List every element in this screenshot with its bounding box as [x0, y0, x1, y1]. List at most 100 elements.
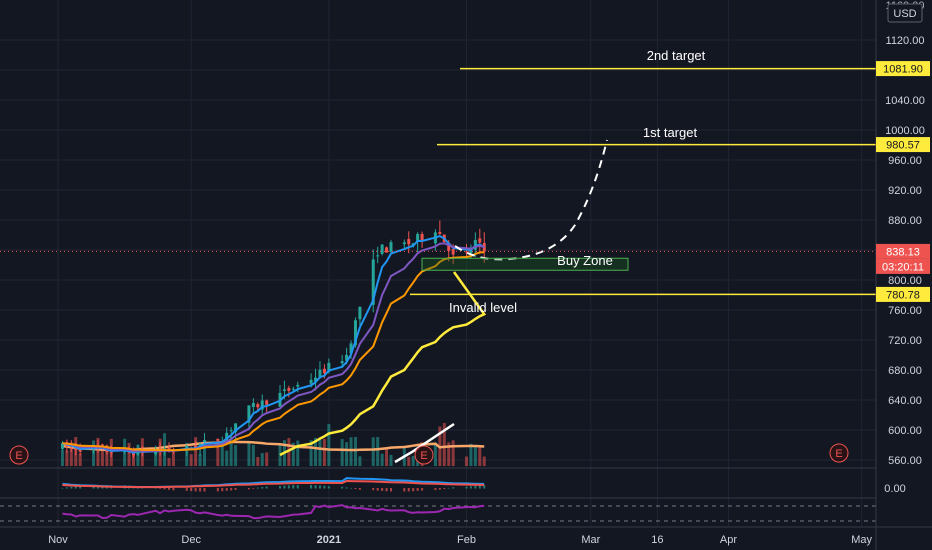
volume-bar-37: [287, 438, 291, 466]
histogram-bar-23: [199, 488, 202, 492]
volume-bar-0: [60, 450, 64, 466]
volume-bar-41: [314, 437, 318, 466]
histogram-bar-53: [385, 488, 388, 492]
candle-body-39: [296, 384, 300, 387]
candle-body-42: [318, 369, 322, 377]
volume-bar-62: [442, 423, 446, 466]
y-tick-label-12: 1040.00: [885, 95, 925, 107]
histogram-bar-42: [318, 485, 321, 489]
volume-bar-24: [203, 444, 207, 466]
candle-body-59: [420, 233, 424, 241]
volume-bar-69: [482, 456, 486, 466]
x-tick-label-1: Dec: [181, 534, 201, 546]
histogram-bar-48: [354, 488, 357, 490]
histogram-bar-62: [443, 488, 446, 489]
earnings-event-label-1: E: [420, 450, 427, 462]
candle-body-65: [464, 251, 468, 253]
volume-bar-45: [340, 439, 344, 466]
y-tick-label-8: 880.00: [888, 215, 922, 227]
volume-bar-8: [105, 446, 109, 466]
candle-body-66: [469, 250, 473, 254]
volume-bar-38: [291, 442, 295, 466]
candle-body-20: [185, 445, 189, 450]
x-tick-label-4: Mar: [581, 534, 600, 546]
histogram-bar-33: [261, 487, 264, 489]
earnings-event-marker-0[interactable]: [9, 445, 29, 465]
volume-bar-22: [194, 437, 198, 466]
candle-body-31: [251, 402, 255, 408]
histogram-bar-41: [314, 485, 317, 489]
chart-grid: [0, 0, 876, 527]
level-label-0: 2nd target: [647, 48, 706, 63]
volume-bar-4: [78, 453, 82, 466]
histogram-bar-36: [283, 485, 286, 489]
histogram-bar-24: [203, 488, 206, 492]
histogram-bar-57: [412, 488, 415, 492]
candle-body-32: [256, 404, 260, 408]
volume-bar-39: [296, 440, 300, 466]
y-tick-label-6: 800.00: [888, 275, 922, 287]
candle-body-67: [473, 239, 477, 250]
candle-body-55: [402, 242, 406, 245]
y-tick-label-4: 720.00: [888, 335, 922, 347]
countdown-tag-bg: [876, 258, 930, 274]
histogram-bar-25: [216, 488, 219, 492]
volume-bar-21: [189, 454, 193, 466]
volume-bar-2: [69, 442, 73, 466]
candle-body-47: [349, 343, 353, 354]
histogram-bar-29: [234, 488, 237, 490]
price-tag-text-1: 980.57: [886, 140, 920, 152]
candle-body-64: [451, 249, 455, 255]
rsi-line: [62, 504, 485, 520]
volume-bar-31: [251, 444, 255, 466]
candle-body-24: [203, 440, 207, 442]
volume-bar-57: [411, 455, 415, 466]
volume-bar-27: [225, 450, 229, 466]
candle-body-45: [340, 361, 344, 364]
candle-body-56: [407, 238, 411, 245]
volume-bar-18: [167, 457, 171, 466]
candle-body-54: [389, 242, 393, 252]
histogram-bar-65: [465, 486, 468, 489]
histogram-bar-16: [159, 488, 162, 489]
histogram-bar-55: [403, 488, 406, 492]
earnings-event-marker-1[interactable]: [414, 445, 434, 465]
histogram-bar-43: [323, 485, 326, 489]
currency-selector[interactable]: USD: [887, 3, 923, 23]
histogram-bar-30: [247, 488, 250, 490]
ma-mid-line: [62, 242, 485, 453]
level-label-1: 1st target: [643, 125, 698, 140]
x-tick-label-3: Feb: [457, 534, 476, 546]
volume-bar-47: [349, 437, 353, 466]
candle-body-34: [265, 400, 269, 405]
volume-bar-23: [198, 454, 202, 466]
histogram-bar-0: [61, 488, 64, 489]
candle-body-46: [345, 354, 349, 361]
earnings-event-label-0: E: [15, 450, 22, 462]
histogram-bar-34: [265, 486, 268, 489]
volume-bar-48: [353, 436, 357, 466]
candle-body-33: [260, 400, 264, 410]
volume-bar-53: [385, 447, 389, 466]
countdown-tag-text: 03:20:11: [882, 261, 924, 273]
histogram-bar-38: [292, 485, 295, 489]
histogram-bar-40: [310, 485, 313, 489]
candle-body-63: [447, 242, 451, 251]
earnings-event-marker-2[interactable]: [829, 443, 849, 463]
histogram-bar-4: [79, 485, 82, 489]
histogram-bar-17: [163, 488, 166, 490]
candle-body-44: [327, 362, 331, 372]
histogram-bar-2: [70, 486, 73, 489]
histogram-bar-39: [296, 485, 299, 489]
volume-bar-60: [433, 442, 437, 466]
volume-bar-29: [234, 445, 238, 466]
candle-body-51: [376, 255, 380, 257]
candle-body-48: [353, 320, 357, 346]
histogram-bar-27: [225, 488, 228, 491]
volume-bar-25: [216, 440, 220, 466]
volume-bar-34: [265, 452, 269, 466]
candle-body-49: [358, 306, 362, 320]
x-tick-label-7: May: [851, 534, 872, 546]
